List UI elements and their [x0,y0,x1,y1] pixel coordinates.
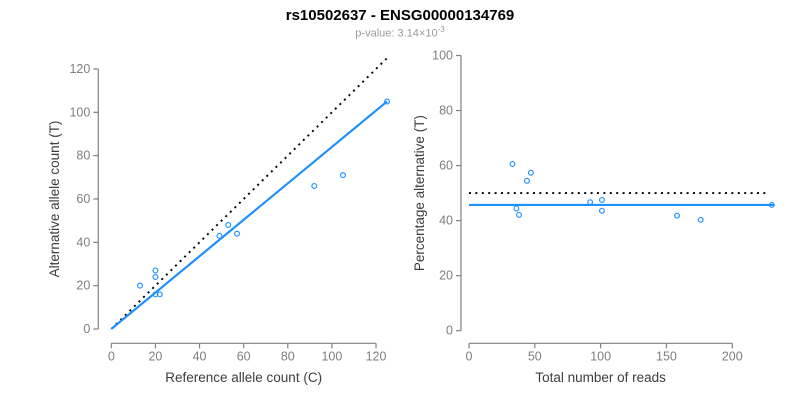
y-tick-label: 100 [69,105,90,119]
x-tick-label: 50 [528,349,542,363]
data-point [156,291,163,298]
pvalue-exponent: -3 [437,25,445,34]
data-point [697,216,704,223]
x-tick-label: 0 [108,349,115,363]
data-point [509,160,516,167]
y-axis-title: Alternative allele count (T) [47,121,62,278]
chart-subtitle: p-value: 3.14×10-3 [0,25,800,40]
y-tick-label: 60 [439,159,453,173]
pvalue-text: p-value: 3.14×10 [355,27,438,40]
data-point [598,197,605,203]
x-tick-label: 200 [722,349,743,363]
data-point [152,267,159,274]
x-tick-label: 150 [656,349,677,363]
data-point [152,274,159,280]
x-tick-label: 0 [466,349,473,363]
regression-line [110,100,388,330]
y-tick-label: 0 [83,322,90,336]
y-tick-label: 40 [76,235,90,249]
data-point [339,172,346,179]
data-point [768,201,775,208]
data-point [587,199,594,206]
y-tick-label: 100 [432,49,453,63]
counts-scatter-panel: 0 20 40 60 80 100 120 0 20 40 60 80 100 120 Reference … [47,55,391,385]
x-tick-label: 80 [281,349,295,363]
data-point [598,207,605,214]
y-tick-label: 20 [439,269,453,283]
data-point [137,282,143,289]
y-tick-label: 0 [446,324,453,338]
data-point [216,232,223,239]
y-tick-label: 80 [439,104,453,118]
data-point [513,205,520,212]
data-point [674,212,680,219]
data-point [311,183,318,189]
data-point [234,230,241,237]
chart-title: rs10502637 - ENSG00000134769 [285,7,515,24]
y-axis-title: Percentage alternative (T) [412,115,427,271]
y-tick-label: 20 [76,279,90,293]
x-tick-label: 20 [148,349,162,363]
y-tick-label: 80 [76,149,90,163]
data-point [384,98,391,105]
identity-line [110,55,390,330]
x-tick-label: 120 [366,349,387,363]
data-point [516,211,523,218]
data-point [225,222,232,228]
data-point [523,177,530,184]
x-axis-title: Total number of reads [535,370,666,385]
y-tick-label: 120 [69,62,90,76]
percentage-scatter-panel: 0 20 40 60 80 100 0 50 100 150 200 Total number of … [412,49,775,385]
x-tick-label: 100 [321,349,342,363]
y-tick-label: 60 [76,192,90,206]
x-axis-title: Reference allele count (C) [165,370,322,385]
x-tick-label: 100 [590,349,611,363]
data-point [527,169,534,176]
x-tick-label: 40 [193,349,207,363]
x-tick-label: 60 [237,349,251,363]
y-tick-label: 40 [439,214,453,228]
